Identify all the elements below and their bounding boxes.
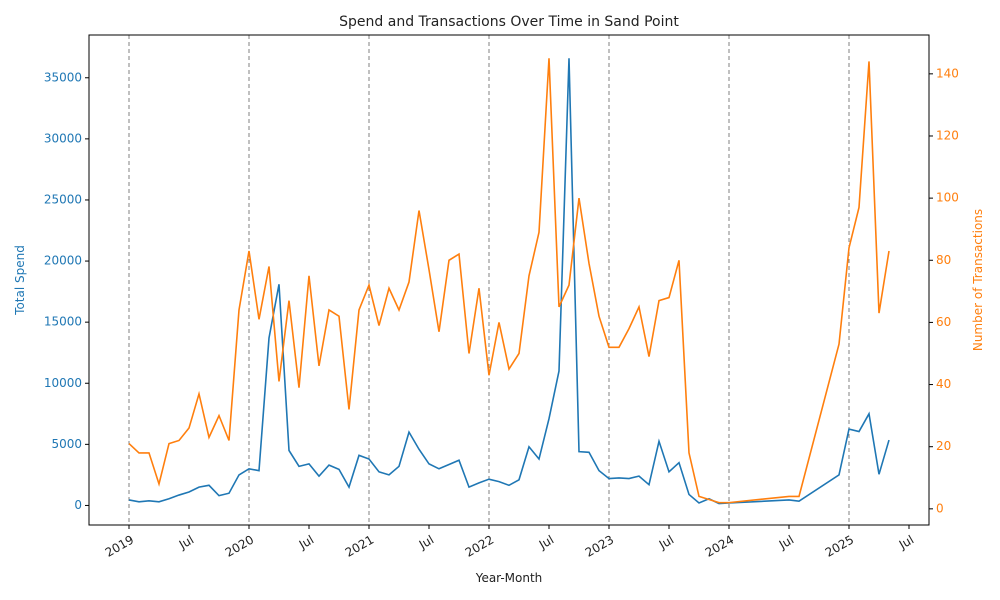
- y2-tick-label: 120: [936, 128, 959, 142]
- x-tick-label: 2019: [103, 533, 136, 560]
- x-tick-label: Jul: [296, 533, 316, 553]
- x-tick-label: Jul: [896, 533, 916, 553]
- y-tick-label: 0: [74, 498, 82, 512]
- y2-tick-label: 80: [936, 253, 951, 267]
- x-tick-label: Jul: [776, 533, 796, 553]
- y2-tick-label: 40: [936, 377, 951, 391]
- x-tick-label: Jul: [656, 533, 676, 553]
- y2-tick-label: 100: [936, 191, 959, 205]
- series-line: [128, 58, 890, 505]
- x-tick-label: Jul: [416, 533, 436, 553]
- x-tick-label: Jul: [176, 533, 196, 553]
- x-tick-label: 2023: [583, 533, 616, 560]
- chart-title: Spend and Transactions Over Time in Sand…: [339, 14, 679, 30]
- x-tick-label: 2022: [463, 533, 496, 560]
- plot-frame: [88, 34, 930, 526]
- x-tick-label: 2024: [703, 533, 736, 560]
- x-tick-label: 2020: [223, 533, 256, 560]
- x-tick-label: 2021: [343, 533, 376, 560]
- y-tick-label: 25000: [44, 192, 82, 206]
- y2-axis-label: Number of Transactions: [971, 209, 985, 351]
- y-tick-label: 20000: [44, 254, 82, 268]
- y-tick-label: 35000: [44, 70, 82, 84]
- y-tick-label: 10000: [44, 376, 82, 390]
- series-line: [128, 58, 890, 504]
- y-tick-label: 15000: [44, 315, 82, 329]
- y2-tick-label: 0: [936, 501, 944, 515]
- y-axis-label: Total Spend: [13, 245, 27, 316]
- y-tick-label: 5000: [51, 437, 82, 451]
- y2-tick-label: 20: [936, 439, 951, 453]
- y2-tick-label: 140: [936, 66, 959, 80]
- y-tick-label: 30000: [44, 131, 82, 145]
- x-tick-label: 2025: [823, 533, 856, 560]
- x-tick-label: Jul: [536, 533, 556, 553]
- y2-tick-label: 60: [936, 315, 951, 329]
- x-axis-label: Year-Month: [475, 571, 543, 585]
